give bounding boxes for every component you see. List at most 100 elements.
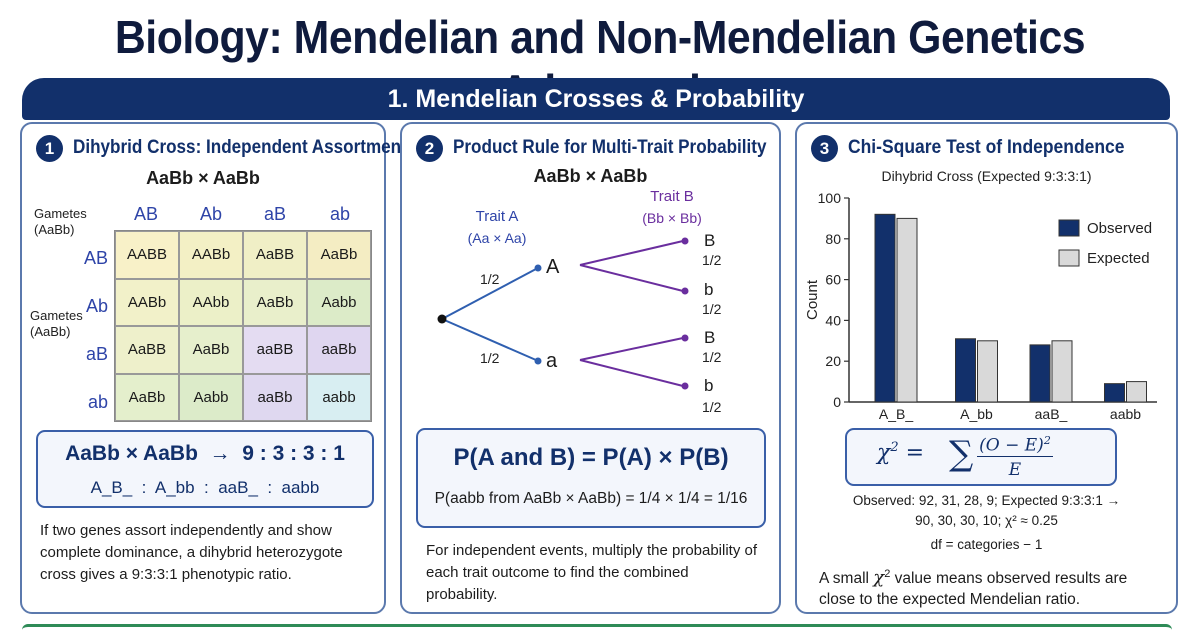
allele-a: a xyxy=(546,350,558,372)
allele-B: B xyxy=(704,231,716,250)
tree-node-b xyxy=(681,287,689,295)
allele-A: A xyxy=(546,256,560,278)
observed-expected-line: Observed: 92, 31, 28, 9; Expected 9:3:3:… xyxy=(852,493,1121,508)
cross-label: AaBb × AaBb xyxy=(146,168,260,188)
ratio-line: AaBb × AaBb → 9 : 3 : 3 : 1 xyxy=(65,442,345,465)
row-header: ab xyxy=(87,392,108,412)
bar-expected xyxy=(977,340,998,403)
bar-observed xyxy=(1029,344,1051,403)
punnett-cell: AaBb xyxy=(115,373,179,421)
prob-b: 1/2 xyxy=(702,399,722,415)
col-header: ab xyxy=(329,204,351,224)
trait-a-label: Trait A xyxy=(475,208,519,225)
gametes-top-label: Gametes (AaBb) xyxy=(34,206,87,237)
punnett-cell: AaBb xyxy=(307,231,371,279)
tree-node-B xyxy=(681,334,689,342)
panel-header: 2 Product Rule for Multi-Trait Probabili… xyxy=(416,134,801,162)
legend-label: Expected xyxy=(1087,250,1150,267)
punnett-cell: aabb xyxy=(307,373,371,421)
section-banner: 1. Mendelian Crosses & Probability xyxy=(22,78,1170,120)
tree-root-node xyxy=(437,314,447,324)
formula-denominator: E xyxy=(1008,460,1022,480)
bar-expected xyxy=(1051,340,1073,403)
probability-tree xyxy=(437,237,689,390)
product-rule-example: P(aabb from AaBb × AaBb) = 1/4 × 1/4 = 1… xyxy=(434,490,748,507)
prob-A: 1/2 xyxy=(480,271,500,287)
formula-numerator: (O − E)2 xyxy=(977,434,1053,457)
chi-symbol: χ2 = xyxy=(877,440,925,466)
panel-dihybrid-cross: 1 Dihybrid Cross: Independent Assortment… xyxy=(20,122,407,614)
y-tick-label: 100 xyxy=(818,190,842,206)
ratio-box: AaBb × AaBb → 9 : 3 : 3 : 1 A_B_ : A_bb … xyxy=(36,430,374,508)
panel-title: Dihybrid Cross: Independent Assortment xyxy=(73,137,407,158)
punnett-cell: AaBb xyxy=(179,326,243,374)
x-tick-label: A_bb xyxy=(960,406,993,422)
prob-B: 1/2 xyxy=(702,252,722,268)
product-rule-formula: P(A and B) = P(A) × P(B) xyxy=(453,444,729,471)
panel-header: 3 Chi-Square Test of Independence xyxy=(811,134,1149,162)
punnett-cell: AABb xyxy=(179,231,243,279)
gametes-side-label: Gametes (AaBb) xyxy=(30,308,83,339)
panel-title: Chi-Square Test of Independence xyxy=(848,137,1125,158)
punnett-cell: aaBb xyxy=(243,373,307,421)
bar-observed xyxy=(1104,383,1125,403)
y-tick-label: 40 xyxy=(825,312,841,328)
prob-b: 1/2 xyxy=(702,301,722,317)
panel-conclusion: A small χ2 value means observed results … xyxy=(819,567,1128,609)
degrees-of-freedom: df = categories − 1 xyxy=(930,537,1043,552)
col-header: AB xyxy=(133,204,158,224)
trait-a-cross: (Aa × Aa) xyxy=(467,230,527,246)
bar-expected xyxy=(896,217,918,403)
sum-symbol: ∑ xyxy=(949,434,974,474)
row-header: aB xyxy=(85,344,108,364)
col-header: Ab xyxy=(199,204,223,224)
panel-header: 1 Dihybrid Cross: Independent Assortment xyxy=(36,134,444,162)
bar-expected xyxy=(1126,381,1147,403)
tree-node-B xyxy=(681,237,689,245)
trait-b-label: Trait B xyxy=(650,188,694,205)
chart-title: Dihybrid Cross (Expected 9:3:3:1) xyxy=(881,168,1092,184)
punnett-cell: AaBb xyxy=(243,278,307,326)
bar-observed xyxy=(874,213,896,403)
punnett-cell: aaBb xyxy=(307,326,371,374)
tree-node-A xyxy=(534,264,542,272)
row-header: Ab xyxy=(85,296,108,316)
punnett-square: AABB AABb AaBB AaBb AABb AAbb AaBb Aabb … xyxy=(114,230,372,422)
punnett-cell: AABb xyxy=(115,278,179,326)
punnett-cell: Aabb xyxy=(179,373,243,421)
punnett-cell: AaBB xyxy=(243,231,307,279)
y-tick-label: 0 xyxy=(833,394,841,410)
y-tick-label: 80 xyxy=(825,231,841,247)
allele-b: b xyxy=(704,376,714,395)
panel-description: If two genes assort independently and sh… xyxy=(40,522,343,583)
legend-label: Observed xyxy=(1087,220,1152,237)
y-tick-label: 20 xyxy=(825,353,841,369)
panel-number-badge: 2 xyxy=(416,134,443,162)
panel-description: For independent events, multiply the pro… xyxy=(426,542,758,603)
punnett-cell: Aabb xyxy=(307,278,371,326)
prob-B: 1/2 xyxy=(702,349,722,365)
chi-value-line: 90, 30, 30, 10; χ² ≈ 0.25 xyxy=(915,513,1058,528)
bar-observed xyxy=(955,338,976,403)
legend-swatch xyxy=(1058,249,1080,267)
allele-b: b xyxy=(704,280,714,299)
punnett-cell: aaBB xyxy=(243,326,307,374)
y-axis-label: Count xyxy=(804,279,821,320)
chi-square-bar-chart: 0 20 40 60 80 100 Count A_B_ A_bb aaB_ aabb Observe… xyxy=(804,190,1157,422)
panel-number-badge: 1 xyxy=(36,134,63,162)
next-section-edge xyxy=(22,624,1172,630)
panel-product-rule: 2 Product Rule for Multi-Trait Probabili… xyxy=(400,122,781,614)
punnett-cell: AaBB xyxy=(115,326,179,374)
panel-chi-square: 3 Chi-Square Test of Independence Dihybr… xyxy=(795,122,1178,614)
tree-node-a xyxy=(534,357,542,365)
x-tick-label: aaB_ xyxy=(1035,406,1068,422)
chi-square-formula-box: χ2 = ∑ (O − E)2 E xyxy=(845,428,1117,486)
legend-swatch xyxy=(1058,219,1080,237)
phenotype-classes: A_B_ : A_bb : aaB_ : aabb xyxy=(90,478,320,497)
punnett-cell: AABB xyxy=(115,231,179,279)
x-tick-label: aabb xyxy=(1110,406,1141,422)
col-header: aB xyxy=(263,204,287,224)
trait-b-cross: (Bb × Bb) xyxy=(642,210,702,226)
tree-node-b xyxy=(681,382,689,390)
y-tick-label: 60 xyxy=(825,272,841,288)
